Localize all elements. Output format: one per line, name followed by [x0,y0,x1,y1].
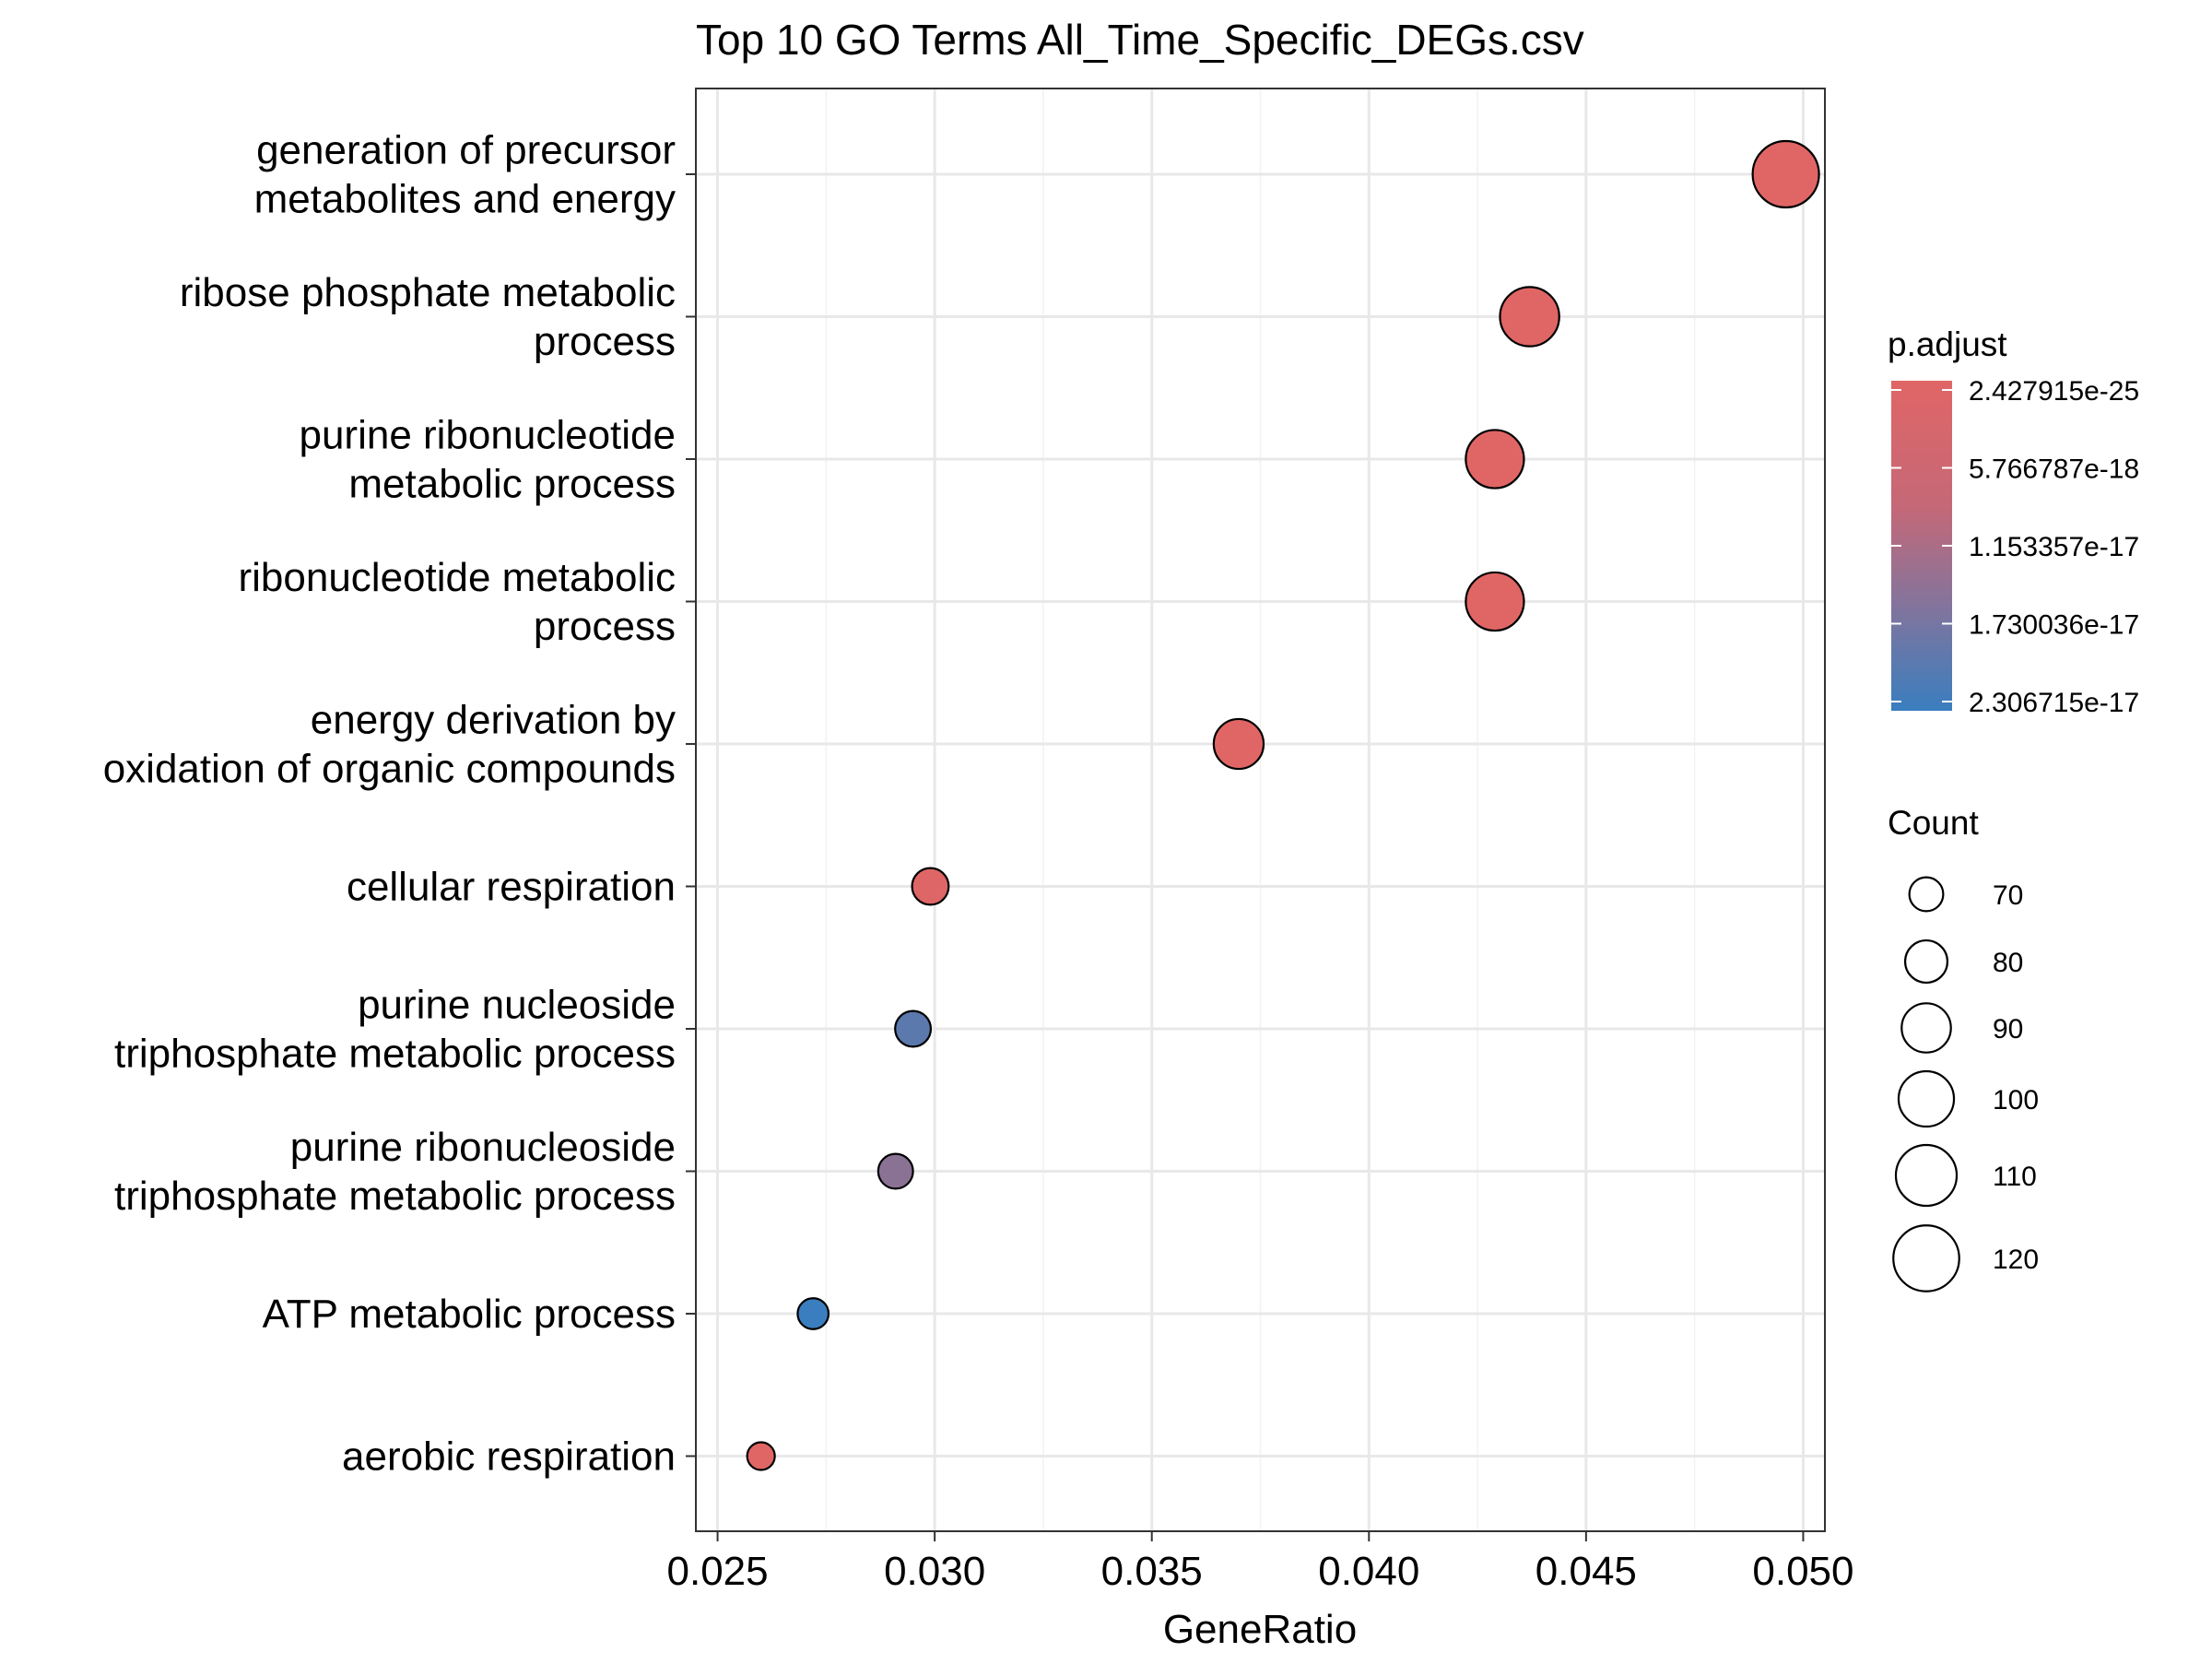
color-legend-ticks: 2.427915e-25 5.766787e-18 1.153357e-17 1.73… [1891,376,2139,718]
size-legend-keys: 70 80 90 100 110 120 [1892,876,2039,1292]
chart-title: Top 10 GO Terms All_Time_Specific_DEGs.c… [696,16,1584,64]
x-tick-label: 0.040 [1318,1549,1419,1594]
size-legend-key [1903,938,1949,985]
major-gridlines-x [716,89,1805,1531]
y-tick-label: cellular respiration [347,865,676,910]
color-legend-label: 2.306715e-17 [1969,688,2139,718]
y-tick-label: process [534,319,676,364]
size-legend-key [1892,1224,1960,1292]
size-legend-key [1894,1143,1959,1208]
y-tick-label: ribose phosphate metabolic [180,270,676,315]
x-axis-label: GeneRatio [1163,1607,1357,1652]
data-point [1465,571,1525,632]
size-legend: Count 70 80 90 100 110 120 [1888,804,2039,1292]
data-point [1751,139,1820,209]
data-point [911,867,950,906]
size-legend-label: 120 [1993,1245,2039,1275]
x-tick-label: 0.050 [1752,1549,1853,1594]
color-legend-label: 1.730036e-17 [1969,609,2139,640]
y-tick-label: triphosphate metabolic process [114,1032,676,1077]
size-legend-key [1897,1069,1956,1128]
y-tick-label: process [534,604,676,649]
y-tick-label: triphosphate metabolic process [114,1174,676,1219]
size-legend-key [1908,876,1945,913]
minor-gridlines [825,89,1696,1531]
color-legend-label: 5.766787e-18 [1969,454,2139,485]
x-tick-label: 0.030 [884,1549,985,1594]
major-gridlines-y [696,172,1825,1457]
size-legend-label: 100 [1993,1085,2039,1115]
panel-border [695,88,1826,1532]
size-legend-label: 110 [1993,1162,2037,1192]
y-tick-label: purine nucleoside [358,983,676,1028]
y-tick-label: purine ribonucleoside [290,1125,676,1170]
data-point [877,1152,914,1190]
y-tick-label: ATP metabolic process [263,1292,676,1337]
color-legend-label: 1.153357e-17 [1969,532,2139,562]
data-point [1465,429,1525,490]
y-tick-label: generation of precursor [256,128,676,173]
size-legend-label: 90 [1993,1014,2023,1044]
plot-panel [695,88,1826,1532]
x-tick-label: 0.045 [1535,1549,1637,1594]
x-axis: 0.025 0.030 0.035 0.040 0.045 0.050 [667,1531,1853,1594]
y-tick-label: aerobic respiration [342,1434,676,1480]
color-legend: p.adjust 2.427915e-25 5.766787e-18 1.15335… [1888,325,2139,718]
x-tick-label: 0.025 [667,1549,769,1594]
data-point [746,1441,776,1471]
y-tick-label: purine ribonucleotide [299,413,676,458]
data-point [1212,717,1265,771]
data-point [1499,286,1560,348]
size-legend-key [1900,1002,1952,1054]
y-tick-label: metabolites and energy [254,177,676,222]
y-tick-label: oxidation of organic compounds [103,747,676,792]
size-legend-label: 80 [1993,948,2023,978]
x-tick-label: 0.035 [1101,1549,1203,1594]
y-tick-label: ribonucleotide metabolic [238,555,676,600]
y-tick-label: metabolic process [348,462,676,507]
color-legend-title: p.adjust [1888,325,2007,363]
data-point [894,1009,933,1048]
size-legend-title: Count [1888,804,1979,842]
data-points [746,139,1820,1471]
size-legend-label: 70 [1993,880,2023,911]
data-point [796,1297,830,1330]
color-legend-label: 2.427915e-25 [1969,376,2139,407]
y-tick-label: energy derivation by [311,698,676,743]
